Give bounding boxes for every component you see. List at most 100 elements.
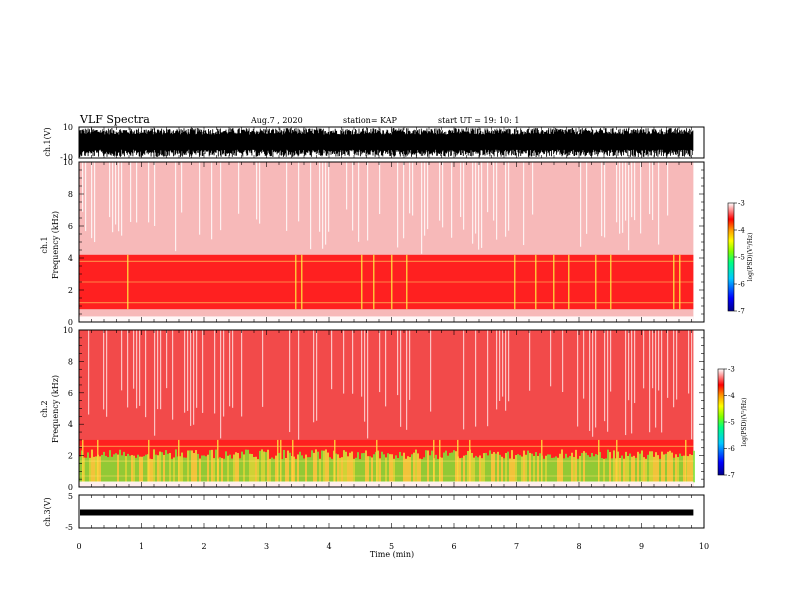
ch2-spectrogram-cell bbox=[475, 455, 477, 483]
ch2-spectrogram-cell bbox=[173, 457, 175, 483]
ch1-spectrogram-ytick-label: 4 bbox=[68, 254, 73, 263]
ch2-spectrogram-cell bbox=[441, 457, 443, 483]
ch2-spectrogram-streak bbox=[634, 330, 636, 404]
ch2-spectrogram-cell bbox=[213, 458, 215, 483]
ch2-spectrogram-streak bbox=[649, 330, 651, 433]
ch2-spectrogram-cell bbox=[389, 454, 391, 483]
ch1-colorbar: -3 -4 -5 -6 -7 log(PSD)(V²/Hz) bbox=[727, 200, 754, 316]
ch3-waveform-ticks bbox=[78, 495, 705, 528]
ch2-spectrogram-streak bbox=[157, 330, 159, 410]
ch1-spectrogram-streak bbox=[601, 162, 603, 237]
x-tick-label: 6 bbox=[451, 542, 456, 551]
ch2-spectrogram-cell bbox=[87, 452, 89, 483]
ch2-spectrogram-cell bbox=[517, 454, 519, 483]
ch2-spectrogram-streak bbox=[676, 330, 678, 400]
ch2-spectrogram-cell bbox=[559, 453, 561, 483]
ch1-spectrogram-streak bbox=[118, 162, 120, 232]
ch2-spectrogram-cell bbox=[249, 453, 251, 483]
ch2-spectrogram-cell bbox=[647, 454, 649, 483]
ch2-spectrogram-cell bbox=[381, 451, 383, 483]
ch1-spectrogram-yticklabels: 0 2 4 6 8 10 bbox=[63, 158, 73, 327]
ch2-spectrogram-cell bbox=[403, 452, 405, 483]
ch1-spectrogram-streak bbox=[658, 162, 660, 245]
ch2-spectrogram-cell bbox=[157, 455, 159, 483]
ch2-spectrogram-cell bbox=[681, 455, 683, 483]
ch2-colorbar-gradient bbox=[717, 368, 725, 476]
ch2-spectrogram-cell bbox=[289, 452, 291, 483]
ch2-spectrogram-streak bbox=[607, 330, 609, 432]
ch2-spectrogram-streak bbox=[487, 330, 489, 427]
ch2-spectrogram-cell bbox=[385, 457, 387, 483]
ch2-spectrogram-streak bbox=[187, 330, 189, 411]
ch2-spectrogram-cell bbox=[493, 452, 495, 483]
ch2-spectrogram-cell bbox=[435, 454, 437, 483]
ch2-spectrogram-cell bbox=[533, 455, 535, 483]
ch2-spectrogram-streak bbox=[196, 330, 198, 408]
ch1-spectrogram-streak bbox=[622, 162, 624, 233]
ch1-spectrogram-streak bbox=[352, 162, 354, 231]
ch2-spectrogram-cell bbox=[619, 457, 621, 483]
ch1-colorbar-label: log(PSD)(V²/Hz) bbox=[747, 233, 754, 282]
ch2-spectrogram-cell bbox=[407, 456, 409, 483]
ch2-spectrogram-cell bbox=[353, 458, 355, 483]
ch1-spectrogram-streak bbox=[286, 162, 288, 231]
ch2-spectrogram-cell bbox=[557, 457, 559, 483]
ch2-spectrogram-bottom bbox=[79, 481, 694, 487]
ch1-spectrogram-streak bbox=[154, 162, 156, 226]
ch1-spectrogram-streak bbox=[604, 162, 606, 238]
ch2-spectrogram-cell bbox=[645, 458, 647, 483]
ch2-spectrogram-cell bbox=[183, 457, 185, 483]
ch2-spectrogram-cell bbox=[531, 453, 533, 483]
ch2-spectrogram-cell bbox=[207, 454, 209, 483]
ch2-spectrogram-cell bbox=[525, 454, 527, 483]
ch1-spectrogram-ylabel-channel: ch.1 bbox=[40, 236, 49, 253]
ch2-spectrogram-cell bbox=[193, 453, 195, 483]
ch2-spectrogram-cell bbox=[505, 453, 507, 483]
ch2-spectrogram-cell bbox=[495, 453, 497, 483]
ch2-spectrogram-streak bbox=[505, 330, 507, 411]
ch2-spectrogram-streak bbox=[409, 330, 411, 400]
ch2-spectrogram-cell bbox=[497, 451, 499, 483]
x-tick-label: 9 bbox=[639, 542, 644, 551]
ch2-spectrogram-cell bbox=[299, 451, 301, 483]
ch2-spectrogram-streak bbox=[367, 330, 369, 439]
ch2-spectrogram-cell bbox=[675, 454, 677, 483]
ch2-spectrogram-cell bbox=[281, 459, 283, 483]
ch2-spectrogram-cell bbox=[267, 449, 269, 483]
ch2-spectrogram-cell bbox=[369, 456, 371, 483]
ch2-spectrogram-cell bbox=[443, 452, 445, 483]
ch2-spectrogram-cell bbox=[347, 456, 349, 483]
ch2-spectrogram-cell bbox=[351, 451, 353, 483]
ch2-spectrogram-cell bbox=[591, 452, 593, 483]
ch2-spectrogram-cell bbox=[307, 457, 309, 483]
ch2-spectrogram-cell bbox=[345, 451, 347, 483]
ch2-spectrogram-cell bbox=[229, 454, 231, 483]
ch2-spectrogram-cell bbox=[409, 457, 411, 483]
ch2-spectrogram-cell bbox=[185, 457, 187, 483]
ch2-colorbar-label: log(PSD)(V²/Hz) bbox=[741, 398, 748, 447]
ch1-spectrogram-ylabel-frequency: Frequency (kHz) bbox=[51, 211, 60, 279]
ch2-spectrogram-cell bbox=[137, 454, 139, 483]
ch2-spectrogram-cell bbox=[621, 455, 623, 483]
ch1-spectrogram-streak bbox=[181, 162, 183, 213]
ch2-spectrogram-streak bbox=[550, 330, 552, 387]
ch2-spectrogram-cell bbox=[467, 450, 469, 483]
ch2-spectrogram-cell bbox=[583, 451, 585, 483]
ch2-spectrogram-ytick-label: 8 bbox=[68, 357, 73, 366]
ch1-spectrogram-streak bbox=[523, 162, 525, 246]
ch2-spectrogram-cell bbox=[465, 454, 467, 483]
ch2-spectrogram-streak bbox=[643, 330, 645, 389]
ch1-waveform-trace bbox=[78, 128, 694, 157]
ch1-waveform-line bbox=[78, 128, 694, 157]
ch1-spectrogram-streak bbox=[409, 162, 411, 214]
ch1-spectrogram-ytick-label: 10 bbox=[63, 158, 73, 167]
ch1-spectrogram-streak bbox=[442, 162, 444, 228]
ch2-spectrogram-cell bbox=[527, 450, 529, 483]
ch2-spectrogram-cell bbox=[259, 450, 261, 483]
ch2-spectrogram-streak bbox=[220, 330, 222, 439]
ch2-spectrogram-cell bbox=[311, 450, 313, 483]
ch2-spectrogram-cell bbox=[519, 455, 521, 483]
ch1-spectrogram-streak bbox=[496, 162, 498, 240]
ch2-spectrogram-cell bbox=[661, 451, 663, 483]
